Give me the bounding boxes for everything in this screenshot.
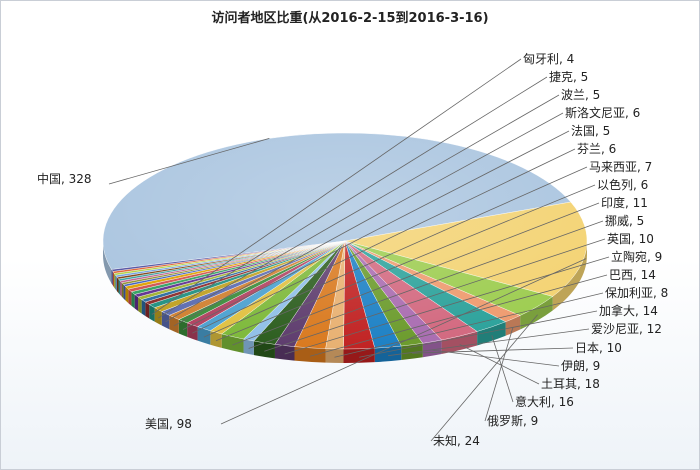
chart-title: 访问者地区比重(从2016-2-15到2016-3-16)	[211, 11, 489, 26]
label-leader-line	[165, 94, 560, 323]
label-leader-line	[192, 148, 576, 334]
label-leader-line	[284, 256, 610, 355]
label-leader-line	[491, 335, 514, 403]
pie-slice-side	[115, 275, 117, 292]
label-leader-line	[334, 292, 604, 358]
pie-slice-side	[145, 302, 150, 319]
slice-label: 加拿大, 14	[599, 303, 658, 318]
slice-label: 波兰, 5	[561, 88, 600, 102]
label-leader-line	[157, 76, 548, 319]
pie-slice-side	[138, 296, 142, 314]
slice-label: 俄罗斯, 9	[487, 414, 538, 428]
pie-slice-side	[123, 284, 126, 301]
label-leader-line	[232, 202, 600, 346]
pie-slice-side	[141, 299, 146, 317]
pie-slice-side	[118, 279, 121, 295]
slice-label: 日本, 10	[575, 341, 622, 355]
pie-slice-side	[112, 271, 115, 288]
label-leader-line	[430, 314, 538, 442]
slice-label: 中国, 328	[37, 171, 92, 186]
slice-label: 捷克, 5	[549, 70, 588, 84]
label-leader-line	[248, 220, 604, 349]
pie-slice-side	[294, 346, 326, 363]
slice-label: 伊朗, 9	[561, 359, 600, 373]
slice-label: 未知, 24	[433, 434, 480, 448]
slice-label: 芬兰, 6	[577, 142, 616, 156]
slice-label: 土耳其, 18	[541, 377, 600, 391]
label-leader-line	[108, 138, 270, 185]
slice-label: 巴西, 14	[609, 268, 656, 282]
label-leader-line	[220, 258, 587, 425]
label-leader-line	[388, 328, 590, 357]
label-leader-line	[203, 166, 588, 338]
label-leader-line	[264, 238, 606, 352]
label-leader-line	[151, 58, 522, 315]
slice-label: 挪威, 5	[605, 214, 644, 228]
slice-label: 马来西亚, 7	[589, 160, 652, 174]
label-leader-line	[412, 347, 574, 354]
label-leader-line	[173, 112, 564, 327]
pie-slice-side	[134, 294, 139, 311]
label-leader-line	[359, 310, 598, 358]
pie-slice-side	[111, 269, 113, 286]
slice-label: 印度, 11	[601, 195, 648, 210]
slice-label: 斯洛文尼亚, 6	[565, 105, 640, 120]
slice-label: 美国, 98	[145, 417, 192, 431]
label-leader-line	[182, 130, 570, 330]
label-leader-line	[215, 184, 596, 342]
pie-slice-side	[121, 282, 124, 299]
label-leader-line	[432, 349, 560, 367]
slice-label: 爱沙尼亚, 12	[591, 322, 662, 336]
slice-label: 以色列, 6	[597, 178, 648, 192]
slice-label: 意大利, 16	[515, 394, 574, 409]
pie-slice-side	[343, 348, 375, 363]
slice-label: 英国, 10	[607, 232, 654, 246]
slice-label: 法国, 5	[571, 124, 610, 138]
pie-slice-side	[114, 273, 116, 290]
pie-slice-side	[325, 348, 344, 363]
slice-label: 匈牙利, 4	[523, 52, 574, 66]
label-leader-line	[484, 327, 514, 422]
pie-slice-side	[120, 280, 122, 297]
label-leader-line	[309, 274, 608, 357]
slice-label: 立陶宛, 9	[611, 249, 662, 264]
pie-slice-side	[116, 277, 119, 294]
slice-label: 保加利亚, 8	[605, 286, 668, 300]
